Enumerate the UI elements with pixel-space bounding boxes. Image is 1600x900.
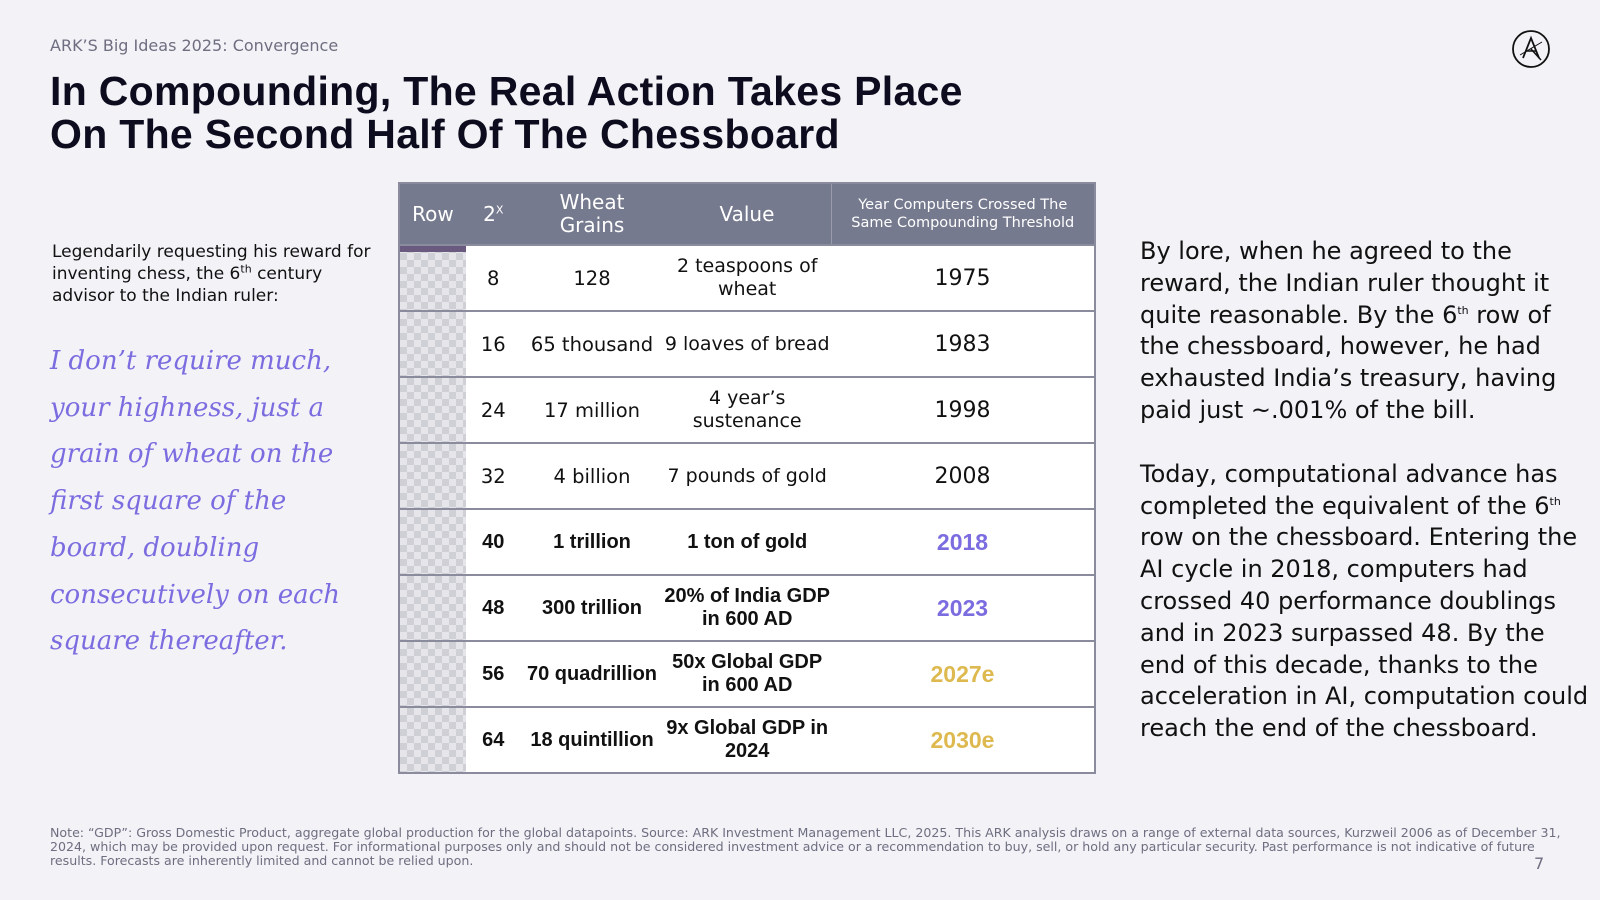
year-cell: 1975	[831, 244, 1095, 311]
header-value: Value	[663, 183, 831, 245]
wheat-cell: 18 quintillion	[520, 706, 664, 773]
chessboard-thumbnail	[399, 640, 466, 707]
year-cell: 2018	[831, 508, 1095, 575]
legend-quote: I don’t require much, your highness, jus…	[50, 346, 340, 657]
chessboard-thumbnail	[399, 244, 466, 311]
chessboard-thumbnail	[399, 442, 466, 509]
side-paragraph-1: By lore, when he agreed to the reward, t…	[1140, 237, 1557, 424]
footnote: Note: “GDP”: Gross Domestic Product, agg…	[50, 825, 1561, 868]
table-header-row: Row 2X Wheat Grains Value Year Computers …	[399, 183, 1095, 245]
year-cell: 1983	[831, 310, 1095, 377]
power-cell: 48	[465, 574, 521, 641]
value-cell: 9x Global GDP in 2024	[663, 706, 831, 773]
table-row: 24 17 million 4 year’s sustenance 1998	[399, 376, 1095, 443]
value-cell: 50x Global GDP in 600 AD	[663, 640, 831, 707]
side-commentary: By lore, when he agreed to the reward, t…	[1140, 236, 1590, 745]
year-cell: 2030e	[831, 706, 1095, 773]
chessboard-thumbnail	[399, 310, 466, 377]
side-paragraph-2: Today, computational advance has complet…	[1140, 459, 1589, 743]
wheat-cell: 4 billion	[520, 442, 664, 509]
table-row: 8 128 2 teaspoons of wheat 1975	[399, 244, 1095, 311]
value-cell: 7 pounds of gold	[663, 442, 831, 509]
power-cell: 56	[465, 640, 521, 707]
wheat-cell: 300 trillion	[520, 574, 664, 641]
table-row: 16 65 thousand 9 loaves of bread 1983	[399, 310, 1095, 377]
table-row: 56 70 quadrillion 50x Global GDP in 600 AD…	[399, 640, 1095, 707]
value-cell: 1 ton of gold	[663, 508, 831, 575]
wheat-cell: 1 trillion	[520, 508, 664, 575]
page-title: In Compounding, The Real Action Takes Pl…	[50, 70, 963, 156]
ark-logo-icon	[1512, 30, 1550, 68]
table-row: 32 4 billion 7 pounds of gold 2008	[399, 442, 1095, 509]
chessboard-thumbnail	[399, 574, 466, 641]
year-cell: 2008	[831, 442, 1095, 509]
chessboard-thumbnail	[399, 706, 466, 773]
value-cell: 2 teaspoons of wheat	[663, 244, 831, 311]
power-cell: 8	[465, 244, 521, 311]
year-cell: 2023	[831, 574, 1095, 641]
power-cell: 16	[465, 310, 521, 377]
value-cell: 9 loaves of bread	[663, 310, 831, 377]
power-cell: 40	[465, 508, 521, 575]
chessboard-thumbnail	[399, 508, 466, 575]
title-line-2: On The Second Half Of The Chessboard	[50, 111, 840, 157]
wheat-cell: 128	[520, 244, 664, 311]
table-row: 40 1 trillion 1 ton of gold 2018	[399, 508, 1095, 575]
ordinal-suffix: th	[240, 262, 252, 276]
year-cell: 2027e	[831, 640, 1095, 707]
header-row: Row	[399, 183, 466, 245]
wheat-cell: 65 thousand	[520, 310, 664, 377]
title-line-1: In Compounding, The Real Action Takes Pl…	[50, 68, 963, 114]
power-cell: 32	[465, 442, 521, 509]
intro-text: Legendarily requesting his reward for in…	[52, 242, 371, 306]
header-power: 2X	[465, 183, 521, 245]
power-cell: 64	[465, 706, 521, 773]
chessboard-thumbnail	[399, 376, 466, 443]
header-wheat-grains: Wheat Grains	[520, 183, 664, 245]
value-cell: 4 year’s sustenance	[663, 376, 831, 443]
table-row: 48 300 trillion 20% of India GDP in 600 AD…	[399, 574, 1095, 641]
value-cell: 20% of India GDP in 600 AD	[663, 574, 831, 641]
header-year-crossed: Year Computers Crossed The Same Compoundi…	[830, 183, 1095, 245]
chessboard-table: Row 2X Wheat Grains Value Year Computers …	[398, 182, 1096, 774]
deck-kicker: ARK’S Big Ideas 2025: Convergence	[50, 36, 339, 55]
power-cell: 24	[465, 376, 521, 443]
wheat-cell: 17 million	[520, 376, 664, 443]
year-cell: 1998	[831, 376, 1095, 443]
wheat-cell: 70 quadrillion	[520, 640, 664, 707]
page-number: 7	[1534, 854, 1545, 873]
table-row: 64 18 quintillion 9x Global GDP in 2024 203…	[399, 706, 1095, 773]
